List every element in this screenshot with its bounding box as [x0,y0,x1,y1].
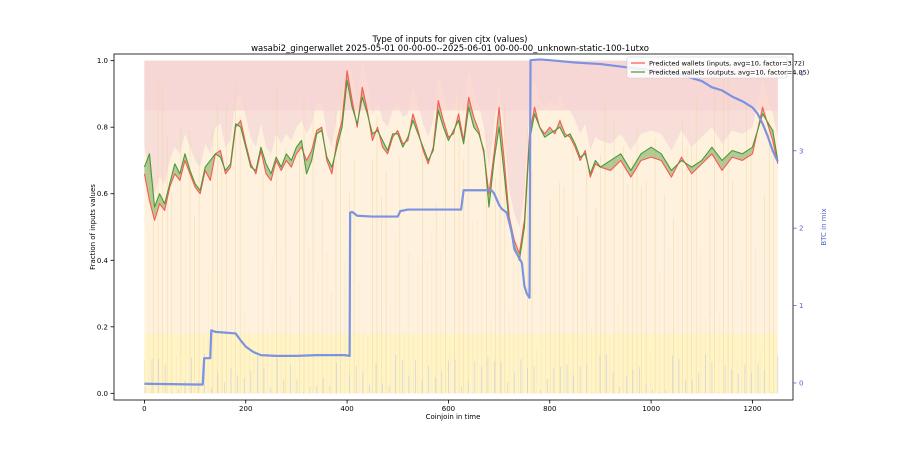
legend-label-inputs: Predicted wallets (inputs, avg=10, facto… [649,60,805,68]
y2-axis-label: BTC in mix [820,208,828,245]
y-tick-label: 0.2 [97,323,108,331]
stacked-background-bands [144,60,779,394]
y-axis-label: Fraction of inputs values [89,184,97,270]
plot-frame [113,53,794,401]
legend-box [626,56,788,79]
x-tick-label: 1000 [642,405,660,413]
x-tick-label: 200 [239,405,252,413]
y2-tick-label: 3 [799,147,803,155]
y2-axis: 0 1 2 3 4 [793,70,804,387]
y-tick-label: 1.0 [97,57,108,65]
series-layer [143,58,779,386]
series-line-outputs [143,80,779,261]
y-axis: 0.0 0.2 0.4 0.6 0.8 1.0 [97,57,114,398]
x-tick-label: 1200 [744,405,762,413]
series-line-btc-in-mix [144,58,779,386]
chart-title: Type of inputs for given cjtx (values) [372,35,528,45]
y-tick-label: 0.6 [97,190,109,198]
y2-tick-label: 1 [799,302,803,310]
y-tick-label: 0.0 [97,390,108,398]
x-tick-label: 400 [340,405,353,413]
x-axis-label: Coinjoin in time [426,413,481,421]
legend: Predicted wallets (inputs, avg=10, facto… [626,56,809,79]
y2-tick-label: 0 [799,379,803,387]
y2-tick-label: 2 [799,225,803,233]
y-tick-label: 0.4 [97,257,109,265]
x-axis: 0 200 400 600 800 1000 1200 [142,400,761,413]
x-tick-label: 800 [543,405,556,413]
legend-label-outputs: Predicted wallets (outputs, avg=10, fact… [649,69,809,77]
band-unmixed [144,60,778,228]
x-tick-label: 0 [142,405,146,413]
y-tick-label: 0.8 [97,124,108,132]
y2-tick-label: 4 [799,70,804,78]
chart-subtitle: wasabi2_gingerwallet 2025-05-01 00-00-00… [251,44,649,54]
x-tick-label: 600 [442,405,455,413]
